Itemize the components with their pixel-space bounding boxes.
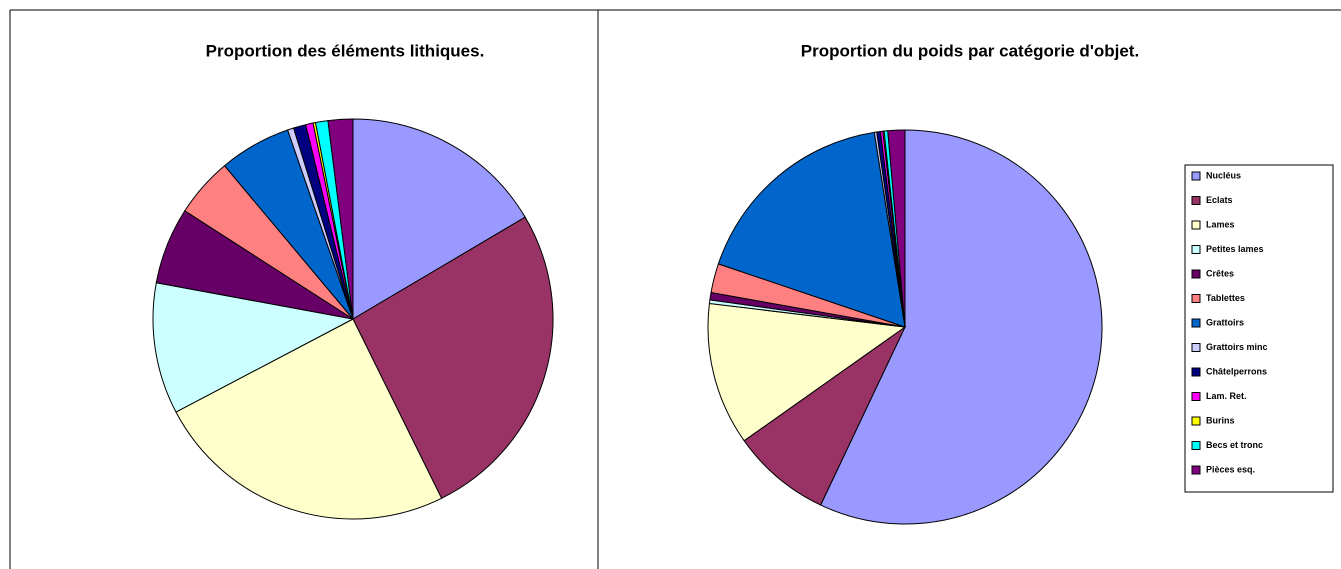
legend-label: Crêtes [1206, 268, 1234, 278]
legend-swatch [1191, 416, 1201, 426]
legend-swatch [1191, 245, 1201, 254]
legend-swatch [1191, 465, 1201, 475]
legend-label: Burins [1206, 415, 1235, 425]
legend-label: Petites lames [1206, 244, 1264, 254]
pie-slice [327, 118, 354, 320]
chart-title: Proportion du poids par catégorie d'obje… [801, 41, 1139, 60]
legend-swatch [1191, 367, 1201, 377]
legend-label: Châtelperrons [1206, 366, 1267, 376]
legend-box [1184, 164, 1334, 493]
legend-swatch [1191, 171, 1201, 181]
legend-swatch [1191, 269, 1201, 279]
legend-label: Becs et tronc [1206, 440, 1263, 450]
legend-label: Lames [1206, 219, 1235, 229]
chart-title: Proportion des éléments lithiques. [206, 41, 485, 60]
legend-label: Grattoirs [1206, 317, 1244, 327]
legend-swatch [1191, 220, 1201, 230]
legend-swatch [1191, 196, 1201, 205]
pie-slice [819, 129, 1103, 525]
legend-label: Grattoirs minc [1206, 342, 1268, 352]
legend-swatch [1191, 294, 1201, 303]
pie-slice [352, 118, 526, 320]
legend-swatch [1191, 343, 1201, 352]
pie-slice [707, 302, 907, 442]
pie-slice [717, 131, 906, 328]
legend-swatch [1191, 318, 1201, 328]
legend-label: Tablettes [1206, 293, 1245, 303]
legend-swatch [1191, 441, 1201, 450]
legend-label: Nucléus [1206, 170, 1241, 180]
pie-slice [743, 325, 907, 506]
pie-slice [152, 282, 355, 413]
pie-slice [352, 216, 554, 499]
pie-slice [887, 129, 906, 328]
legend-swatch [1191, 392, 1201, 401]
legend-label: Eclats [1206, 195, 1233, 205]
legend-label: Pièces esq. [1206, 464, 1255, 474]
pie-slice [175, 318, 443, 520]
legend-label: Lam. Ret. [1206, 391, 1247, 401]
